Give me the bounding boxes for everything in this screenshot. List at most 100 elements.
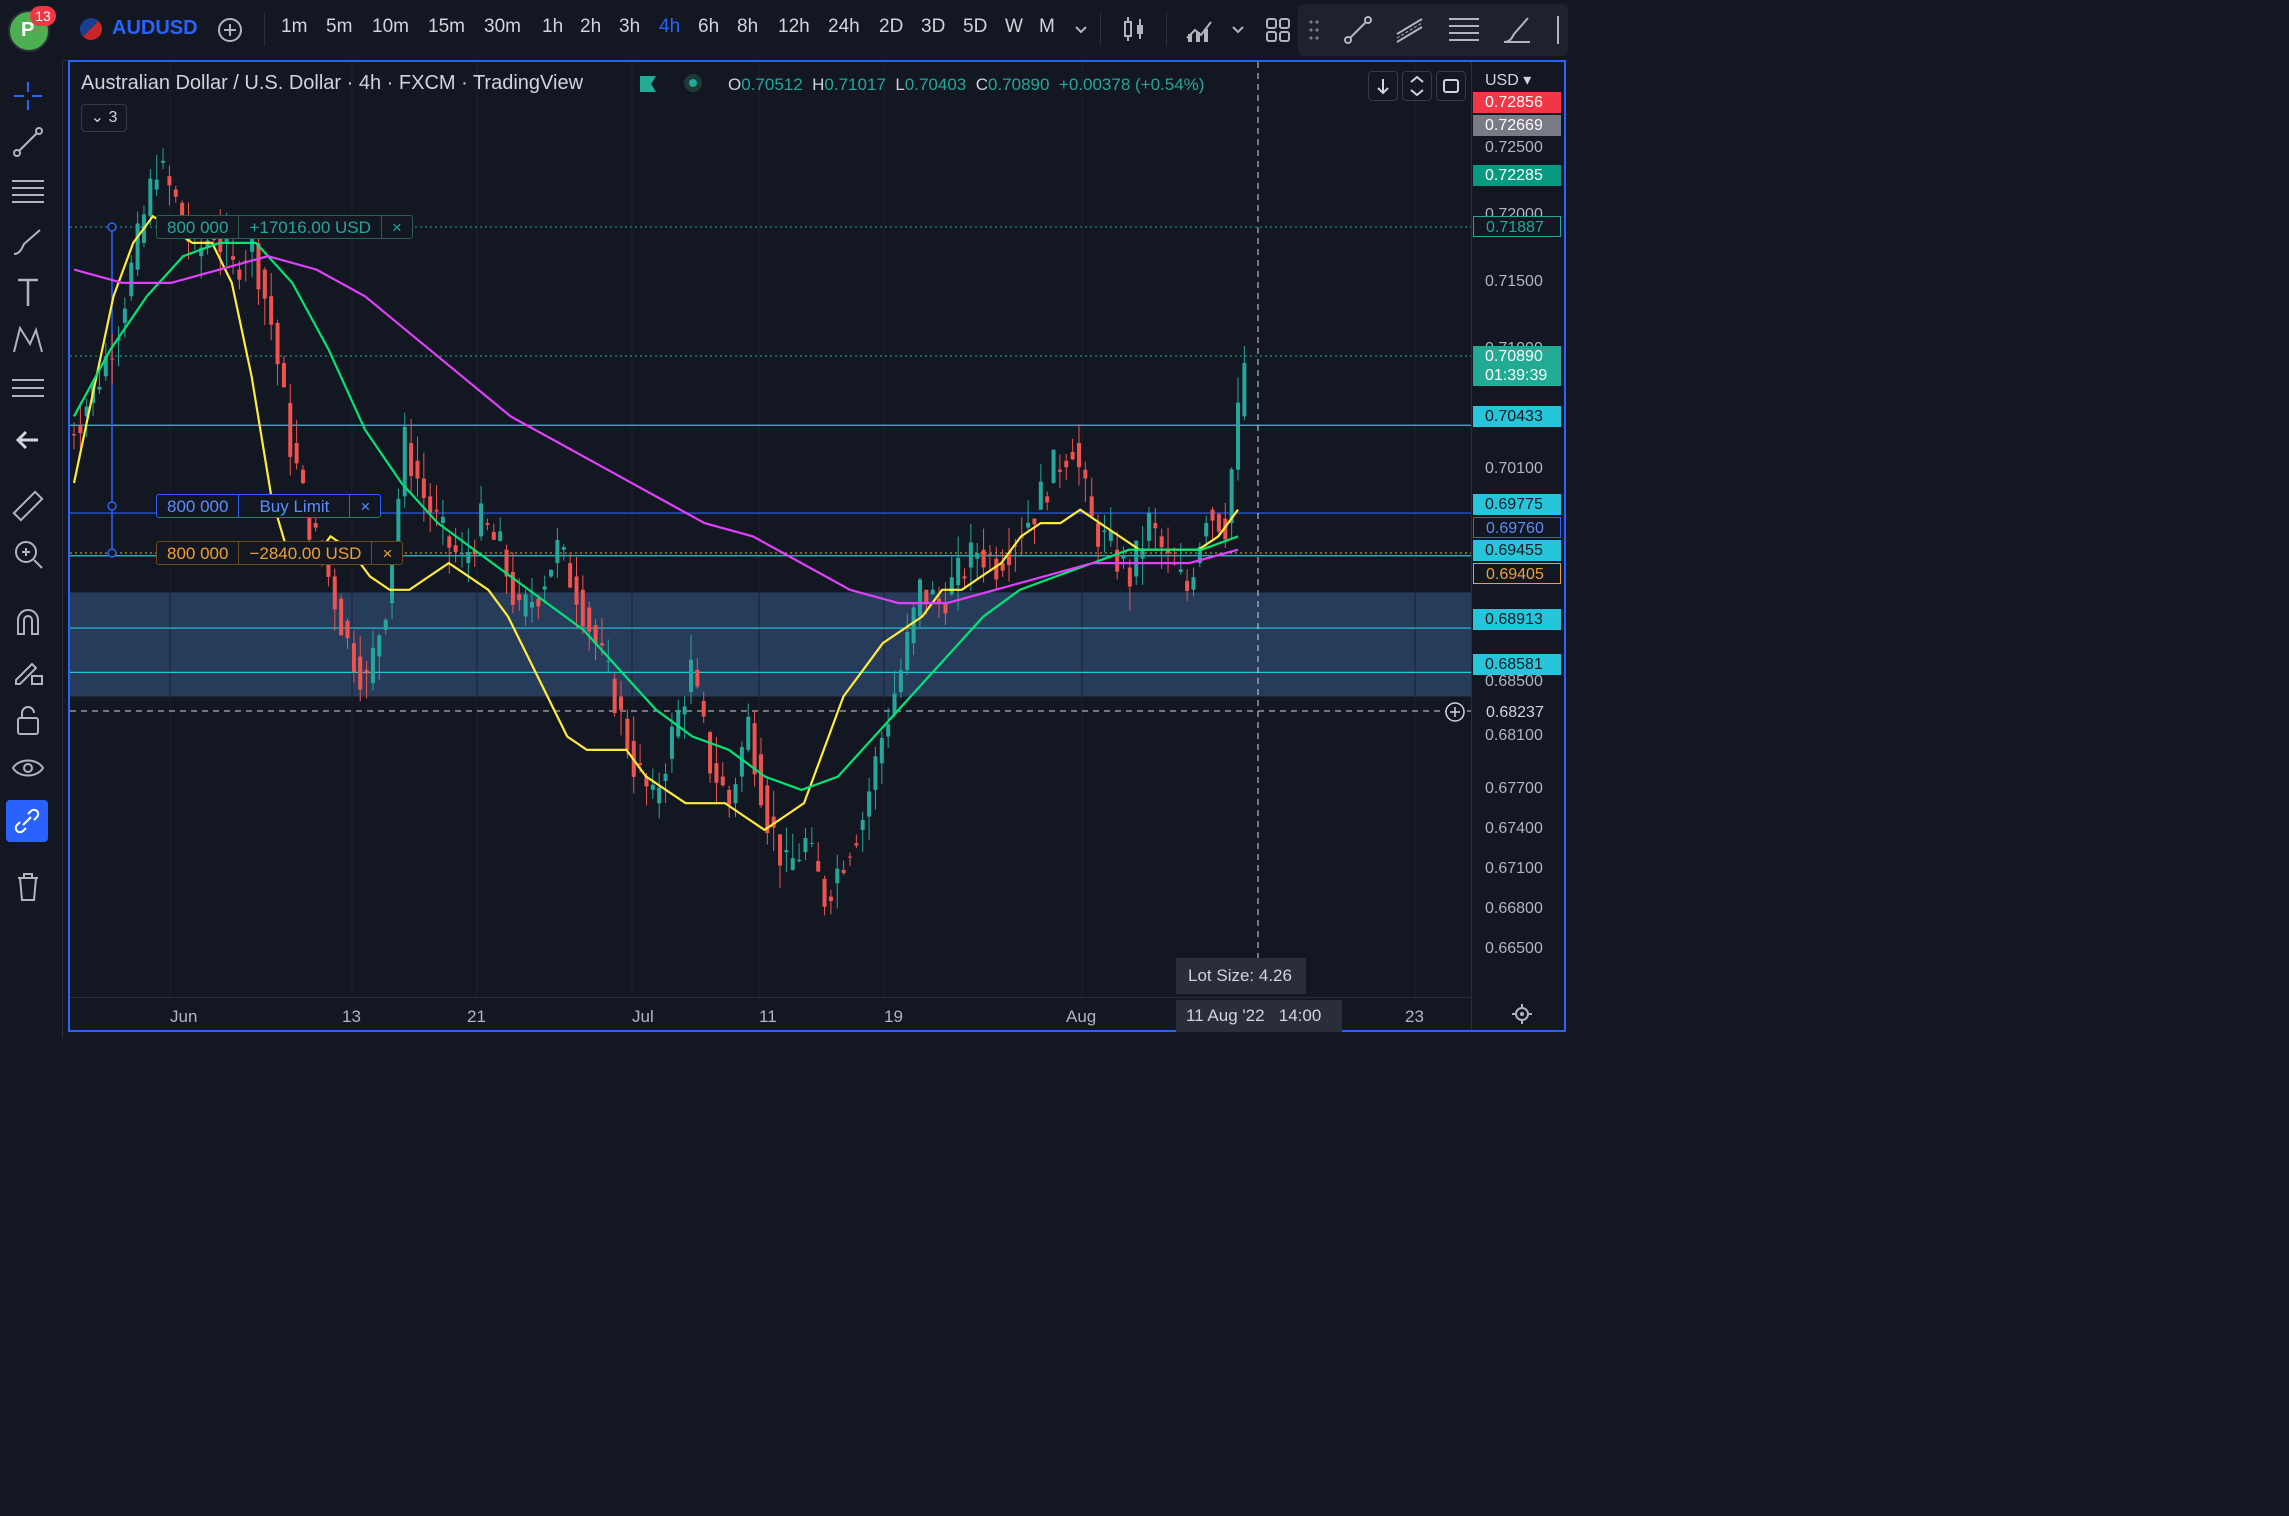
candle-body	[612, 678, 617, 714]
price-tick: 0.68500	[1485, 673, 1543, 691]
trend-line-tool-icon[interactable]	[10, 124, 46, 160]
indicators-icon[interactable]	[1184, 14, 1214, 44]
fib-retracement-icon[interactable]	[1447, 14, 1481, 46]
candle-body	[339, 598, 344, 636]
candle-body	[377, 635, 382, 657]
candle-body	[1210, 509, 1215, 521]
timeframe-24h[interactable]: 24h	[828, 16, 860, 37]
brush-icon[interactable]	[1500, 14, 1534, 46]
take-profit-order[interactable]: 800 000 +17016.00 USD ×	[156, 215, 413, 239]
candle-body	[409, 443, 414, 477]
symbol-search-button[interactable]: AUDUSD	[112, 17, 198, 39]
candle-body	[898, 669, 903, 693]
price-tick: 0.67400	[1485, 819, 1543, 837]
timeframe-chevron-down-icon[interactable]	[1074, 22, 1088, 36]
timeframe-5m[interactable]: 5m	[326, 16, 353, 37]
timeframe-4h[interactable]: 4h	[659, 16, 681, 37]
candle-body	[472, 549, 477, 555]
candle-body	[1134, 540, 1139, 577]
zoom-in-icon[interactable]	[10, 536, 46, 572]
candle-body	[962, 576, 967, 579]
magnet-icon[interactable]	[10, 604, 46, 640]
candle-body	[1236, 402, 1240, 470]
eye-icon[interactable]	[10, 750, 46, 786]
fullscreen-icon[interactable]	[1436, 71, 1466, 101]
timeframe-W[interactable]: W	[1005, 16, 1023, 37]
back-arrow-icon[interactable]	[10, 422, 46, 458]
compare-add-icon[interactable]	[217, 17, 243, 43]
prediction-tool-icon[interactable]	[10, 370, 46, 406]
candle-body	[561, 547, 566, 550]
candle-body	[1153, 523, 1158, 529]
add-alert-icon[interactable]	[1444, 701, 1466, 723]
timeframe-12h[interactable]: 12h	[778, 16, 810, 37]
timeframe-5D[interactable]: 5D	[963, 16, 988, 37]
drag-handle-icon[interactable]	[1308, 18, 1320, 42]
candle-body	[1191, 577, 1196, 590]
more-tools-icon[interactable]	[1552, 14, 1568, 46]
stop-loss-order[interactable]: 800 000 −2840.00 USD ×	[156, 541, 404, 565]
timeframe-6h[interactable]: 6h	[698, 16, 720, 37]
date-tick: 11	[759, 1007, 777, 1026]
fib-tool-icon[interactable]	[10, 174, 46, 210]
timeframe-10m[interactable]: 10m	[372, 16, 409, 37]
candle-body	[1096, 523, 1101, 547]
settings-gear-icon[interactable]	[1512, 1004, 1532, 1024]
avatar-letter: P	[21, 19, 35, 41]
timeframe-2D[interactable]: 2D	[879, 16, 904, 37]
timeframe-M[interactable]: M	[1039, 16, 1055, 37]
candle-body	[148, 178, 153, 217]
crosshair-icon[interactable]	[10, 78, 46, 114]
candle-body	[917, 579, 922, 617]
candle-body	[663, 773, 668, 782]
candle-body	[848, 856, 852, 858]
pattern-tool-icon[interactable]	[10, 322, 46, 358]
ruler-icon[interactable]	[10, 488, 46, 524]
candle-body	[1127, 567, 1132, 587]
layout-grid-icon[interactable]	[1265, 17, 1291, 43]
parallel-channel-icon[interactable]	[1394, 14, 1426, 46]
currency-selector[interactable]: USD ▾	[1485, 72, 1532, 89]
take-profit-close-icon[interactable]: ×	[380, 216, 412, 238]
timeframe-8h[interactable]: 8h	[737, 16, 759, 37]
buy-limit-order[interactable]: 800 000 Buy Limit ×	[156, 494, 382, 518]
lock-drawing-icon[interactable]	[10, 652, 46, 688]
trend-line-icon[interactable]	[1342, 14, 1374, 46]
price-tick: 0.67700	[1485, 779, 1543, 797]
candle-body	[161, 160, 166, 163]
timeframe-1m[interactable]: 1m	[281, 16, 308, 37]
maximize-pane-icon[interactable]	[1402, 71, 1432, 101]
candle-body	[1013, 545, 1018, 547]
timeframe-3D[interactable]: 3D	[921, 16, 946, 37]
text-tool-icon[interactable]	[10, 274, 46, 310]
candle-body	[695, 669, 700, 687]
candle-body	[466, 551, 471, 564]
candle-body	[644, 776, 649, 787]
indicators-collapse-button[interactable]: ⌄ 3	[81, 104, 127, 132]
trash-icon[interactable]	[10, 868, 46, 904]
candle-body	[1000, 563, 1005, 571]
price-chart-canvas[interactable]	[70, 62, 1471, 997]
candles-chart-type-icon[interactable]	[1120, 14, 1148, 44]
timeframe-1h[interactable]: 1h	[542, 16, 564, 37]
timeframe-3h[interactable]: 3h	[619, 16, 641, 37]
price-axis-border	[1471, 62, 1472, 1030]
candle-body	[383, 619, 388, 630]
unlock-icon[interactable]	[10, 702, 46, 738]
brush-tool-icon[interactable]	[10, 224, 46, 260]
timeframe-15m[interactable]: 15m	[428, 16, 465, 37]
change-value: +0.00378 (+0.54%)	[1058, 75, 1205, 94]
link-tool-button[interactable]	[6, 800, 48, 842]
indicators-chevron-down-icon[interactable]	[1231, 22, 1245, 36]
timeframe-2h[interactable]: 2h	[580, 16, 602, 37]
timeframe-30m[interactable]: 30m	[484, 16, 521, 37]
candle-body	[790, 858, 795, 870]
candle-body	[345, 620, 350, 639]
move-down-icon[interactable]	[1368, 71, 1398, 101]
candle-body	[758, 754, 763, 806]
candle-body	[421, 478, 426, 499]
buy-limit-close-icon[interactable]: ×	[349, 495, 380, 517]
stop-loss-close-icon[interactable]: ×	[371, 542, 402, 564]
candle-body	[1089, 496, 1094, 517]
chart-pane[interactable]	[68, 60, 1566, 1032]
